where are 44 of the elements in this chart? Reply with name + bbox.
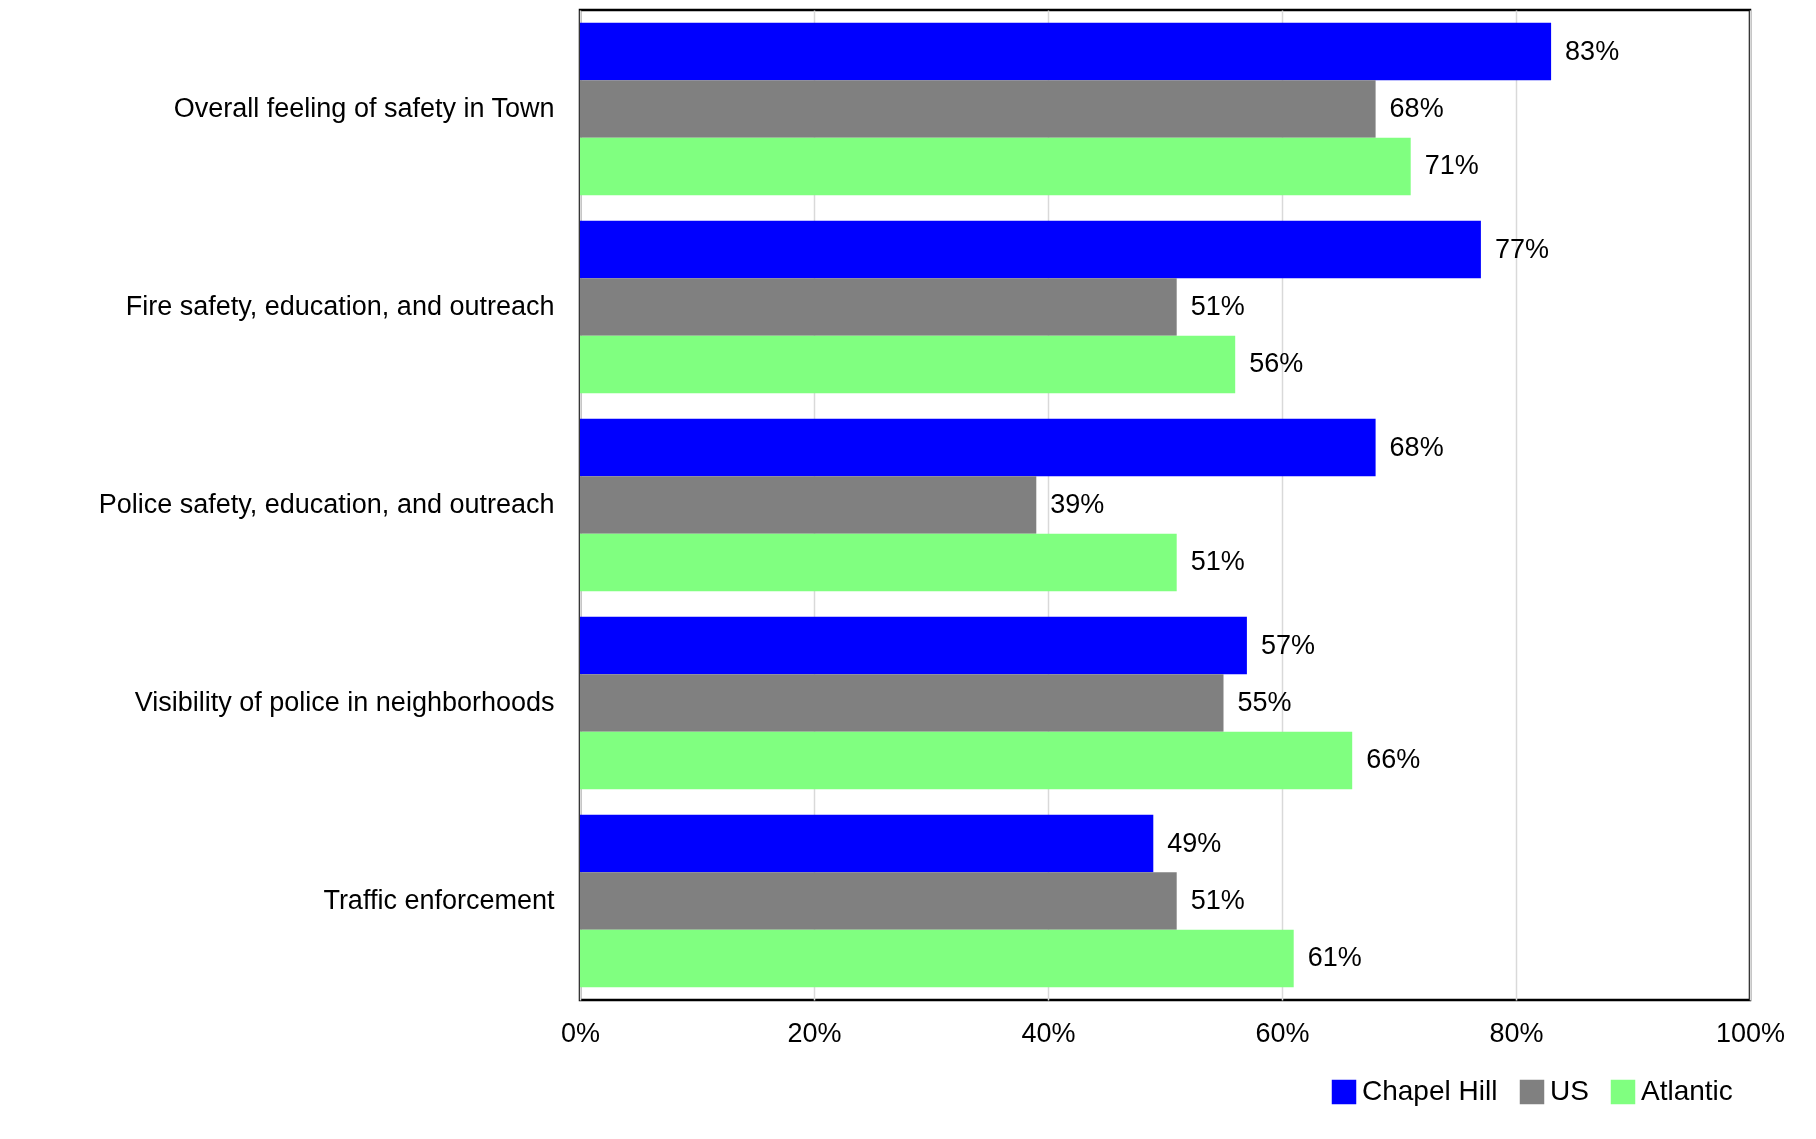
- bar: [580, 929, 1294, 988]
- bar: [580, 674, 1224, 732]
- bar: [580, 335, 1236, 394]
- y-tick-label: Fire safety, education, and outreach: [125, 291, 555, 321]
- data-label: 61%: [1307, 942, 1362, 973]
- bar: [580, 476, 1037, 534]
- data-label: 56%: [1249, 348, 1304, 379]
- data-label: 55%: [1237, 687, 1292, 717]
- data-label: 66%: [1366, 744, 1421, 775]
- legend-label: Chapel Hill: [1362, 1075, 1498, 1106]
- legend-label: US: [1550, 1075, 1589, 1106]
- data-label: 71%: [1424, 150, 1479, 181]
- y-tick-label: Visibility of police in neighborhoods: [134, 687, 555, 717]
- data-label: 51%: [1190, 546, 1245, 577]
- x-tick-label: 40%: [1021, 1017, 1076, 1048]
- bar: [580, 220, 1481, 279]
- x-tick-label: 20%: [787, 1017, 842, 1048]
- bar: [580, 22, 1552, 81]
- y-tick-label: Overall feeling of safety in Town: [173, 93, 555, 123]
- bar: [580, 616, 1247, 675]
- data-label: 57%: [1260, 629, 1315, 660]
- bar: [580, 137, 1411, 196]
- legend-label: Atlantic: [1641, 1075, 1733, 1106]
- x-tick-label: 100%: [1715, 1017, 1786, 1048]
- data-label: 39%: [1050, 489, 1105, 519]
- data-label: 51%: [1190, 291, 1245, 321]
- y-tick-label: Police safety, education, and outreach: [98, 489, 555, 519]
- data-label: 68%: [1389, 93, 1444, 123]
- bar: [580, 533, 1177, 592]
- y-tick-label: Traffic enforcement: [323, 885, 555, 915]
- bar: [580, 872, 1177, 930]
- x-tick-label: 60%: [1255, 1017, 1310, 1048]
- data-label: 68%: [1389, 431, 1444, 462]
- x-tick-label: 80%: [1489, 1017, 1544, 1048]
- data-label: 77%: [1494, 233, 1549, 264]
- data-label: 49%: [1167, 827, 1222, 858]
- data-label: 83%: [1565, 35, 1620, 66]
- bar: [580, 418, 1376, 477]
- bar: [580, 814, 1154, 873]
- bar: [580, 278, 1177, 336]
- bar: [580, 80, 1376, 138]
- bar: [580, 731, 1353, 790]
- data-label: 51%: [1190, 885, 1245, 915]
- x-tick-label: 0%: [560, 1017, 601, 1048]
